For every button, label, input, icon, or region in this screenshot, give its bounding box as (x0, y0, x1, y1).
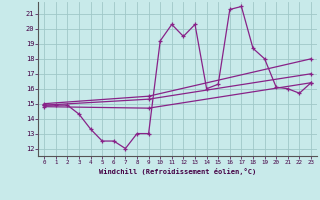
X-axis label: Windchill (Refroidissement éolien,°C): Windchill (Refroidissement éolien,°C) (99, 168, 256, 175)
